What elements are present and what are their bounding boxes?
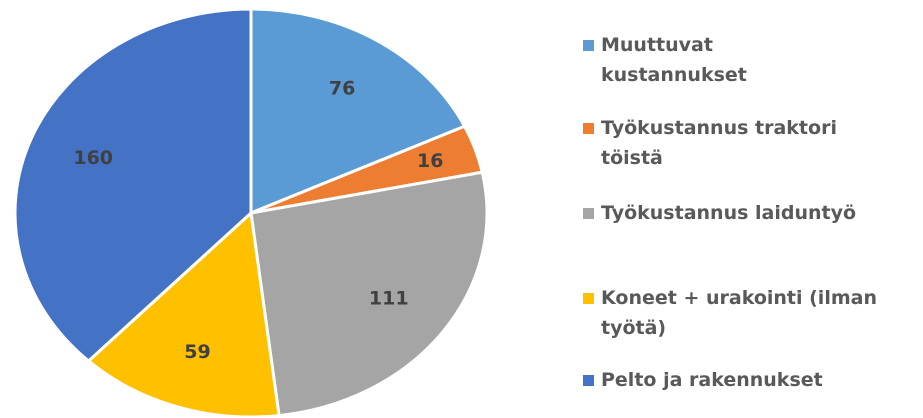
pie-slice [86,209,281,418]
legend-item: Koneet + urakointi (ilman työtä) [583,283,901,343]
legend-swatch [583,375,594,386]
legend-item: Pelto ja rakennukset [583,365,923,395]
pie-slice [249,170,489,418]
legend-swatch [583,40,594,51]
legend-swatch [583,293,594,304]
legend-label: Työkustannus traktori töistä [601,117,837,169]
legend-label: Koneet + urakointi (ilman työtä) [601,287,877,339]
legend-swatch [583,208,594,219]
data-label: 59 [184,341,210,363]
legend-label: Työkustannus laiduntyö [601,202,857,224]
pie-slice [13,7,253,363]
legend-item: Muuttuvat kustannukset [583,30,801,90]
legend-label: Muuttuvat kustannukset [601,34,747,86]
data-label: 160 [73,147,113,169]
legend-swatch [583,123,594,134]
legend-label: Pelto ja rakennukset [601,369,823,391]
data-label: 111 [369,287,409,309]
pie-slice [249,7,467,216]
data-label: 16 [417,150,443,172]
legend-item: Työkustannus traktori töistä [583,113,901,173]
legend-item: Työkustannus laiduntyö [583,198,923,228]
data-label: 76 [329,78,355,100]
